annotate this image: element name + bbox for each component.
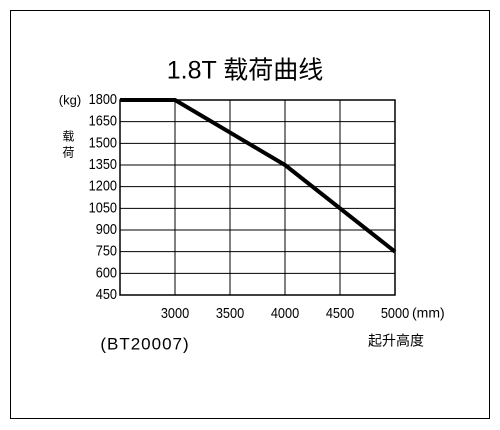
- y-tick-label: 450: [96, 285, 117, 302]
- chart-title: 1.8T 载荷曲线: [167, 57, 324, 85]
- y-unit: (kg): [59, 92, 81, 107]
- y-axis-label: 载荷: [61, 130, 75, 162]
- x-tick-label: 5000: [381, 304, 410, 321]
- y-tick-label: 1200: [89, 177, 118, 194]
- y-tick-label: 1650: [89, 112, 118, 129]
- x-axis-label: 起升高度: [368, 333, 424, 349]
- y-tick-label: 750: [96, 242, 117, 259]
- y-tick-label: 1050: [89, 198, 118, 215]
- y-tick-label: 600: [96, 263, 117, 280]
- line: [120, 98, 397, 254]
- x-tick-label: 4500: [326, 304, 355, 321]
- x-tick-label: 4000: [271, 304, 300, 321]
- chart-subtitle: (BT20007): [100, 334, 189, 353]
- y-tick-label: 1800: [89, 90, 118, 107]
- x-tick-label: 3000: [161, 304, 190, 321]
- x-unit: (mm): [412, 305, 445, 321]
- frame: [10, 10, 490, 419]
- plot-area: [119, 99, 396, 296]
- x-tick-label: 3500: [216, 304, 245, 321]
- y-tick-label: 1350: [89, 155, 118, 172]
- y-tick-label: 900: [96, 220, 117, 237]
- y-tick-label: 1500: [89, 133, 118, 150]
